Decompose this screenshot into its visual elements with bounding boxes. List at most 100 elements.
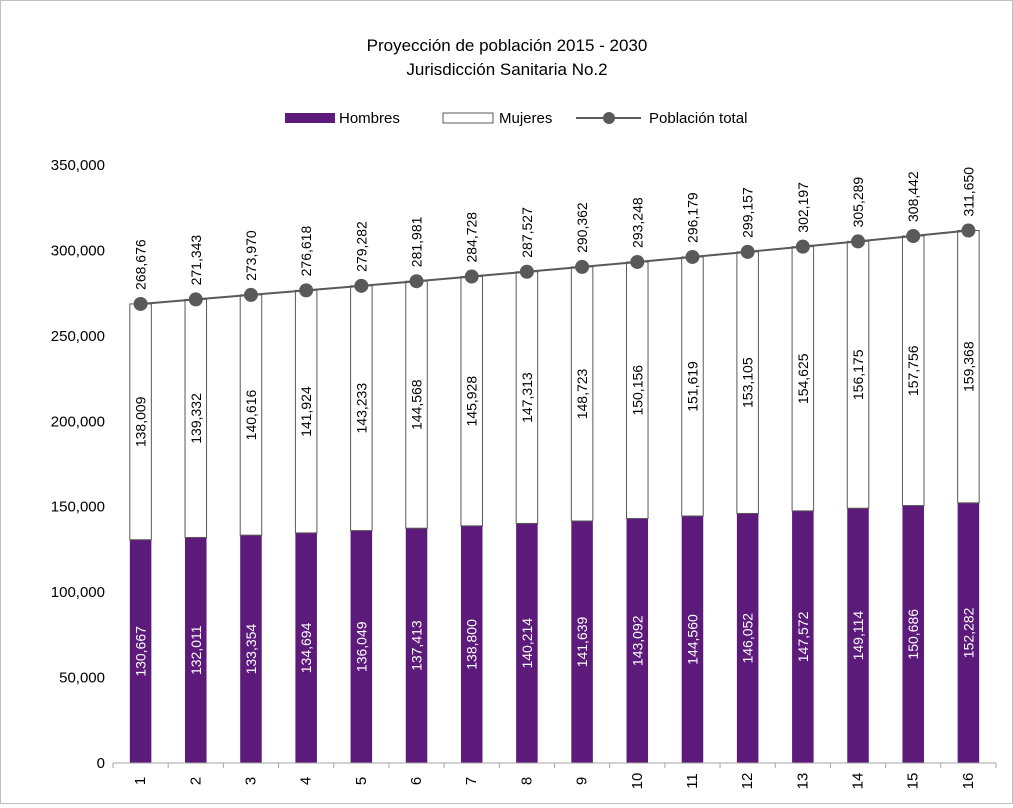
legend-swatch-mujeres — [442, 112, 494, 124]
x-tick-label: 13 — [794, 773, 811, 790]
data-label-total: 268,676 — [133, 239, 149, 290]
data-label-hombres: 150,686 — [905, 609, 921, 660]
total-point — [906, 229, 921, 244]
bar-labels: 130,667 138,009 132,011 139,332 133,354 140,6… — [133, 341, 977, 677]
x-tick-label: 9 — [574, 777, 591, 785]
data-label-hombres: 136,049 — [353, 621, 369, 672]
data-label-hombres: 141,639 — [574, 616, 590, 667]
x-tick-label: 2 — [187, 777, 204, 785]
legend-label-hombres: Hombres — [339, 110, 400, 127]
data-label-mujeres: 139,332 — [188, 393, 204, 444]
bar-hombres — [350, 530, 373, 763]
bar-hombres — [681, 516, 704, 763]
x-tick-label: 14 — [850, 773, 867, 790]
total-point — [409, 274, 424, 289]
bar-hombres — [957, 502, 980, 763]
total-point — [795, 239, 810, 254]
bar-hombres — [792, 510, 814, 763]
data-label-mujeres: 156,175 — [850, 349, 866, 400]
data-label-mujeres: 148,723 — [574, 368, 590, 419]
x-tick-label: 4 — [298, 777, 315, 785]
total-point — [685, 249, 700, 264]
bars — [129, 230, 980, 763]
chart-subtitle: Jurisdicción Sanitaria No.2 — [406, 60, 607, 79]
x-tick-label: 15 — [905, 773, 922, 790]
total-point — [519, 264, 534, 279]
data-label-hombres: 137,413 — [409, 620, 425, 671]
x-tick-label: 16 — [960, 773, 977, 790]
data-label-total: 299,157 — [740, 187, 756, 238]
y-tick-label: 0 — [97, 755, 105, 772]
bar-hombres — [405, 528, 428, 763]
bar-hombres — [516, 523, 538, 763]
data-label-total: 281,981 — [409, 216, 425, 267]
data-label-total: 296,179 — [684, 192, 700, 243]
data-label-mujeres: 154,625 — [795, 353, 811, 404]
legend-marker-poblacion-total — [603, 112, 615, 124]
x-tick-label: 10 — [629, 773, 646, 790]
data-label-total: 276,618 — [298, 226, 314, 277]
bar-hombres — [240, 535, 262, 763]
y-tick-label: 250,000 — [51, 328, 105, 345]
x-tick-label: 1 — [132, 777, 149, 785]
bar-hombres — [847, 508, 869, 763]
y-tick-label: 300,000 — [51, 242, 105, 259]
data-label-total: 290,362 — [574, 202, 590, 253]
data-label-hombres: 134,694 — [298, 622, 314, 673]
x-tick-label: 8 — [518, 777, 535, 785]
data-label-total: 302,197 — [795, 182, 811, 233]
total-line-series: 268,676 271,343 273,970 276,618 279,282 281,9… — [133, 167, 976, 311]
bar-hombres — [129, 539, 152, 763]
bar-hombres — [460, 525, 483, 763]
chart-title: Proyección de población 2015 - 2030 — [367, 36, 648, 55]
bar-hombres — [626, 518, 649, 763]
data-label-mujeres: 140,616 — [243, 390, 259, 441]
total-point — [961, 223, 976, 238]
data-label-mujeres: 138,009 — [133, 396, 149, 447]
data-label-hombres: 146,052 — [740, 613, 756, 664]
total-point — [464, 269, 479, 284]
data-label-mujeres: 145,928 — [464, 376, 480, 427]
data-label-mujeres: 144,568 — [409, 379, 425, 430]
x-tick-label: 3 — [242, 777, 259, 785]
x-tick-label: 6 — [408, 777, 425, 785]
bar-hombres — [571, 520, 593, 763]
legend-label-mujeres: Mujeres — [499, 110, 552, 127]
data-label-hombres: 130,667 — [133, 626, 149, 677]
data-label-mujeres: 150,156 — [629, 365, 645, 416]
total-line — [140, 229, 969, 305]
data-label-mujeres: 157,756 — [905, 345, 921, 396]
total-point — [188, 292, 203, 307]
data-label-total: 287,527 — [519, 207, 535, 258]
total-point — [740, 244, 755, 259]
total-point — [354, 278, 369, 293]
data-label-mujeres: 159,368 — [960, 341, 976, 392]
data-label-total: 293,248 — [629, 197, 645, 248]
bar-hombres — [295, 532, 317, 763]
total-point — [630, 254, 645, 269]
total-point — [851, 234, 866, 249]
data-label-mujeres: 143,233 — [353, 383, 369, 434]
data-label-hombres: 133,354 — [243, 624, 259, 675]
legend-label-poblacion-total: Población total — [649, 110, 747, 127]
data-label-total: 311,650 — [960, 167, 976, 217]
data-label-hombres: 138,800 — [464, 619, 480, 670]
data-label-hombres: 143,092 — [629, 615, 645, 666]
legend-swatch-hombres — [285, 113, 335, 123]
y-tick-label: 150,000 — [51, 499, 105, 516]
data-label-mujeres: 141,924 — [298, 386, 314, 437]
x-tick-label: 5 — [353, 777, 370, 785]
data-label-mujeres: 147,313 — [519, 372, 535, 423]
bar-hombres — [902, 505, 924, 763]
data-label-total: 308,442 — [905, 171, 921, 222]
data-label-total: 273,970 — [243, 230, 259, 281]
total-point — [243, 287, 258, 302]
y-tick-label: 100,000 — [51, 584, 105, 601]
data-label-hombres: 144,560 — [684, 614, 700, 665]
data-label-total: 271,343 — [188, 235, 204, 286]
data-label-total: 305,289 — [850, 177, 866, 228]
data-label-hombres: 152,282 — [960, 607, 976, 658]
x-axis: 1 2 3 4 5 6 7 8 9 10 11 12 13 14 15 16 — [112, 762, 997, 790]
